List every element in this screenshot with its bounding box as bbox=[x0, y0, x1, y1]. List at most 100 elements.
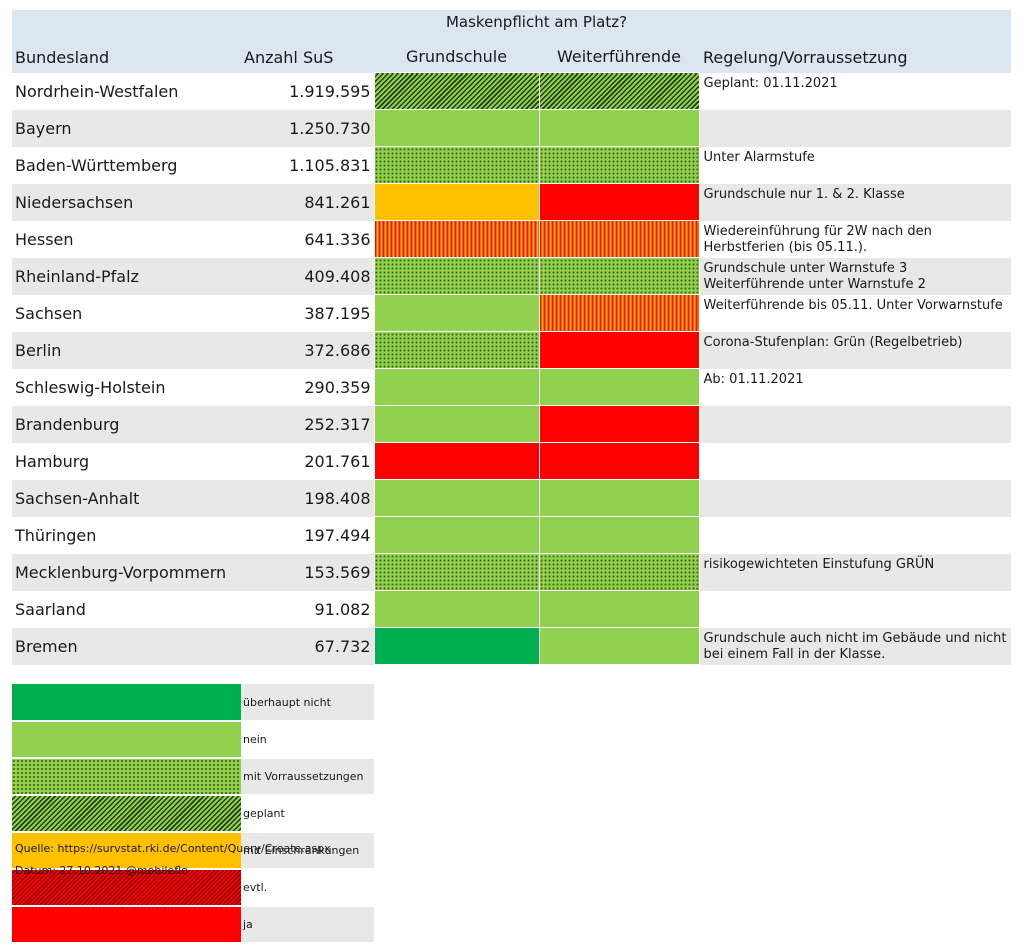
table-row: Bayern 1.250.730 bbox=[12, 109, 1012, 147]
cell-status-weiterfuehrende bbox=[538, 146, 700, 184]
cell-status-grundschule bbox=[373, 405, 540, 443]
cell-bundesland: Bremen bbox=[12, 627, 241, 665]
table-row: Brandenburg 252.317 bbox=[12, 405, 1012, 443]
cell-status-grundschule bbox=[373, 553, 540, 591]
cell-anzahl-sus: 1.919.595 bbox=[241, 72, 374, 110]
legend-item: mit Einschränkungen bbox=[12, 832, 374, 870]
header-empty-1 bbox=[12, 10, 241, 34]
cell-status-weiterfuehrende bbox=[538, 294, 700, 332]
cell-status-weiterfuehrende bbox=[538, 109, 700, 147]
cell-anzahl-sus: 197.494 bbox=[241, 516, 374, 554]
mask-table: Maskenpflicht am Platz? Bundesland Anzah… bbox=[12, 10, 1012, 665]
cell-regelung: Grundschule auch nicht im Gebäude und ni… bbox=[699, 627, 1012, 665]
table-row: Niedersachsen 841.261 Grundschule nur 1. &… bbox=[12, 183, 1012, 221]
header-empty-2 bbox=[241, 10, 374, 34]
table-row: Berlin 372.686 Corona-Stufenplan: Grün (Re… bbox=[12, 331, 1012, 369]
cell-bundesland: Hamburg bbox=[12, 442, 241, 480]
table-row: Saarland 91.082 bbox=[12, 590, 1012, 628]
cell-status-weiterfuehrende bbox=[538, 331, 700, 369]
table-row: Hamburg 201.761 bbox=[12, 442, 1012, 480]
cell-status-grundschule bbox=[373, 516, 540, 554]
cell-regelung: Geplant: 01.11.2021 bbox=[699, 72, 1012, 110]
cell-anzahl-sus: 153.569 bbox=[241, 553, 374, 591]
column-header-anzahl-sus: Anzahl SuS bbox=[241, 34, 374, 73]
cell-regelung: Corona-Stufenplan: Grün (Regelbetrieb) bbox=[699, 331, 1012, 369]
cell-regelung: Wiedereinführung für 2W nach den Herbstf… bbox=[699, 220, 1012, 258]
cell-bundesland: Sachsen-Anhalt bbox=[12, 479, 241, 517]
cell-anzahl-sus: 201.761 bbox=[241, 442, 374, 480]
cell-anzahl-sus: 387.195 bbox=[241, 294, 374, 332]
cell-bundesland: Rheinland-Pfalz bbox=[12, 257, 241, 295]
cell-status-weiterfuehrende bbox=[538, 553, 700, 591]
cell-status-weiterfuehrende bbox=[538, 368, 700, 406]
table-row: Schleswig-Holstein 290.359 Ab: 01.11.2021 bbox=[12, 368, 1012, 406]
cell-anzahl-sus: 198.408 bbox=[241, 479, 374, 517]
legend-body: überhaupt nicht nein mit Vorraussetzungen g… bbox=[12, 684, 374, 944]
cell-regelung bbox=[699, 479, 1012, 517]
cell-status-grundschule bbox=[373, 590, 540, 628]
column-header-grundschule: Grundschule bbox=[374, 34, 539, 73]
cell-status-weiterfuehrende bbox=[538, 516, 700, 554]
table-row: Rheinland-Pfalz 409.408 Grundschule unter … bbox=[12, 257, 1012, 295]
column-header-weiterfuehrende: Weiterführende bbox=[539, 34, 700, 73]
legend-item: nein bbox=[12, 721, 374, 759]
cell-status-weiterfuehrende bbox=[538, 590, 700, 628]
legend: überhaupt nicht nein mit Vorraussetzungen g… bbox=[12, 684, 374, 944]
cell-anzahl-sus: 1.105.831 bbox=[241, 146, 374, 184]
cell-regelung: Grundschule unter Warnstufe 3 Weiterführ… bbox=[699, 257, 1012, 295]
table-row: Bremen 67.732 Grundschule auch nicht im Ge… bbox=[12, 627, 1012, 665]
cell-anzahl-sus: 841.261 bbox=[241, 183, 374, 221]
cell-status-weiterfuehrende bbox=[538, 627, 700, 665]
table-row: Sachsen 387.195 Weiterführende bis 05.11. … bbox=[12, 294, 1012, 332]
cell-bundesland: Brandenburg bbox=[12, 405, 241, 443]
cell-regelung bbox=[699, 442, 1012, 480]
cell-status-grundschule bbox=[373, 627, 540, 665]
legend-item: geplant bbox=[12, 795, 374, 833]
legend-item: ja bbox=[12, 906, 374, 944]
source-note: Quelle: https://survstat.rki.de/Content/… bbox=[15, 842, 331, 855]
column-header-regelung: Regelung/Vorraussetzung bbox=[699, 34, 1012, 73]
legend-label: nein bbox=[241, 721, 374, 759]
table-row: Nordrhein-Westfalen 1.919.595 Geplant: 01.… bbox=[12, 72, 1012, 110]
table-row: Mecklenburg-Vorpommern 153.569 risikogewic… bbox=[12, 553, 1012, 591]
cell-anzahl-sus: 372.686 bbox=[241, 331, 374, 369]
cell-anzahl-sus: 409.408 bbox=[241, 257, 374, 295]
column-header-bundesland: Bundesland bbox=[12, 34, 241, 73]
cell-regelung bbox=[699, 405, 1012, 443]
legend-swatch bbox=[12, 758, 241, 796]
cell-anzahl-sus: 67.732 bbox=[241, 627, 374, 665]
cell-status-grundschule bbox=[373, 294, 540, 332]
legend-label: mit Einschränkungen bbox=[241, 832, 374, 870]
cell-regelung: Ab: 01.11.2021 bbox=[699, 368, 1012, 406]
cell-bundesland: Saarland bbox=[12, 590, 241, 628]
table-row: Hessen 641.336 Wiedereinführung für 2W nac… bbox=[12, 220, 1012, 258]
cell-bundesland: Thüringen bbox=[12, 516, 241, 554]
legend-item: mit Vorraussetzungen bbox=[12, 758, 374, 796]
cell-status-weiterfuehrende bbox=[538, 72, 700, 110]
cell-anzahl-sus: 1.250.730 bbox=[241, 109, 374, 147]
date-note: Datum: 27.10.2021 @mobileflo bbox=[15, 864, 188, 877]
legend-label: mit Vorraussetzungen bbox=[241, 758, 374, 796]
cell-status-weiterfuehrende bbox=[538, 220, 700, 258]
header-group-label: Maskenpflicht am Platz? bbox=[374, 10, 700, 34]
cell-regelung: Unter Alarmstufe bbox=[699, 146, 1012, 184]
cell-status-grundschule bbox=[373, 109, 540, 147]
header-row-group: Maskenpflicht am Platz? bbox=[12, 10, 1012, 34]
table-row: Sachsen-Anhalt 198.408 bbox=[12, 479, 1012, 517]
header-empty-3 bbox=[699, 10, 1012, 34]
cell-regelung bbox=[699, 109, 1012, 147]
legend-swatch bbox=[12, 684, 241, 722]
cell-bundesland: Hessen bbox=[12, 220, 241, 258]
legend-label: überhaupt nicht bbox=[241, 684, 374, 722]
table-row: Thüringen 197.494 bbox=[12, 516, 1012, 554]
legend-swatch bbox=[12, 721, 241, 759]
legend-swatch bbox=[12, 832, 241, 870]
cell-status-grundschule bbox=[373, 257, 540, 295]
cell-bundesland: Niedersachsen bbox=[12, 183, 241, 221]
cell-bundesland: Sachsen bbox=[12, 294, 241, 332]
cell-anzahl-sus: 91.082 bbox=[241, 590, 374, 628]
legend-swatch bbox=[12, 906, 241, 944]
legend-label: geplant bbox=[241, 795, 374, 833]
cell-status-weiterfuehrende bbox=[538, 183, 700, 221]
cell-bundesland: Baden-Württemberg bbox=[12, 146, 241, 184]
